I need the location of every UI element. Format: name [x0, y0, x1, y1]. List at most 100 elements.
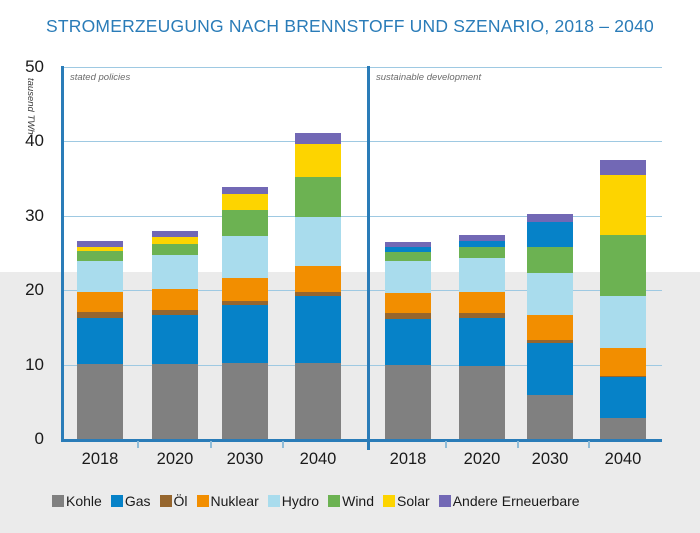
- bar-segment-hydro: [527, 273, 573, 315]
- x-axis-tick-3: [367, 441, 370, 450]
- bar-segment-solar: [77, 246, 123, 252]
- bar-segment-kohle: [600, 417, 646, 440]
- bar-segment-wind: [600, 234, 646, 296]
- bar-segment-hydro: [152, 255, 198, 289]
- bar-segment-wind: [459, 246, 505, 259]
- bar-segment--l: [385, 312, 431, 319]
- bar-segment-andere-erneuerbare: [77, 241, 123, 247]
- x-axis-tick-5: [517, 441, 519, 448]
- bar-segment-hydro: [77, 260, 123, 292]
- legend-item-andere-erneuerbare[interactable]: Andere Erneuerbare: [438, 493, 580, 509]
- bar-2030-stated-policies[interactable]: [222, 187, 268, 440]
- legend-label: Wind: [342, 493, 375, 509]
- bar-segment-nuklear: [152, 288, 198, 310]
- bar-segment-andere-erneuerbare: [459, 234, 505, 242]
- x-label-2018-right: 2018: [389, 450, 427, 468]
- legend-label: Kohle: [66, 493, 102, 509]
- legend-label: Hydro: [281, 493, 320, 509]
- bar-segment-solar: [222, 194, 268, 211]
- bar-segment-solar: [295, 143, 341, 177]
- bar-segment-wind: [222, 210, 268, 237]
- y-tick-30: 30: [25, 205, 44, 225]
- bar-segment-gas: [222, 305, 268, 364]
- bar-2018-stated-policies[interactable]: [77, 241, 123, 440]
- legend-swatch-icon: [196, 495, 209, 507]
- bar-segment-wind: [527, 247, 573, 274]
- bar-segment-kohle: [459, 365, 505, 440]
- legend-swatch-icon: [52, 495, 64, 507]
- x-label-2020-right: 2020: [463, 450, 501, 468]
- bar-segment-nuklear: [527, 314, 573, 341]
- bar-2040-stated-policies[interactable]: [295, 132, 341, 440]
- legend-swatch-icon: [267, 495, 280, 507]
- bar-segment-gas: [295, 295, 341, 364]
- gridline-50: [62, 67, 662, 68]
- bar-segment-andere-erneuerbare: [527, 213, 573, 222]
- legend-item-kohle[interactable]: Kohle: [52, 494, 102, 509]
- x-axis-tick-4: [445, 441, 447, 448]
- bar-segment-andere-erneuerbare: [600, 160, 646, 176]
- bar-segment-solar-blau-dargestellt-: [527, 222, 573, 248]
- legend-item-solar[interactable]: Solar: [383, 494, 430, 509]
- x-axis-tick-2: [282, 441, 284, 448]
- bar-segment-wind: [295, 176, 341, 217]
- legend-item-wind[interactable]: Wind: [328, 494, 374, 509]
- bar-series-area: [62, 68, 662, 440]
- bar-2020-stated-policies[interactable]: [152, 230, 198, 440]
- bar-segment-nuklear: [600, 347, 646, 376]
- gridline-30: [62, 215, 662, 217]
- bar-segment-gas: [527, 343, 573, 396]
- bar-segment-kohle: [527, 395, 573, 440]
- legend-label: Gas: [124, 493, 151, 509]
- bar-segment-andere-erneuerbare: [222, 187, 268, 195]
- legend-label: Andere Erneuerbare: [452, 493, 580, 509]
- bar-segment-hydro: [600, 295, 646, 348]
- chart-legend: Kohle Gas Öl Nuklear Hydro Wind Solar Andere Er…: [52, 494, 589, 509]
- bar-segment-gas: [152, 314, 198, 365]
- legend-label: Öl: [173, 493, 188, 509]
- legend-item--l[interactable]: Öl: [159, 493, 188, 509]
- x-label-2030-left: 2030: [226, 450, 264, 468]
- bar-segment-hydro: [459, 258, 505, 292]
- legend-item-nuklear[interactable]: Nuklear: [196, 494, 259, 509]
- y-tick-50: 50: [25, 57, 44, 76]
- bar-segment-gas: [77, 317, 123, 365]
- panel-caption-stated-policies: stated policies: [70, 72, 131, 83]
- bar-segment-kohle: [152, 364, 198, 440]
- bar-2040-sustainable-development[interactable]: [600, 160, 646, 440]
- y-tick-10: 10: [25, 354, 44, 374]
- bar-segment-gas: [385, 318, 431, 365]
- legend-swatch-icon: [110, 495, 123, 507]
- x-label-2020-left: 2020: [156, 450, 194, 468]
- x-label-2040-right: 2040: [604, 450, 642, 468]
- bar-2020-sustainable-development[interactable]: [459, 234, 505, 440]
- bar-segment--l: [600, 376, 646, 378]
- bar-2030-sustainable-development[interactable]: [527, 213, 573, 440]
- panel-divider: [367, 66, 370, 442]
- bar-segment--l: [222, 300, 268, 306]
- legend-item-hydro[interactable]: Hydro: [267, 493, 320, 509]
- bar-segment-andere-erneuerbare: [152, 230, 198, 237]
- legend-swatch-icon: [328, 495, 341, 507]
- bar-segment-gas: [600, 377, 646, 418]
- bar-segment-wind: [152, 243, 198, 256]
- bar-segment-hydro: [385, 261, 431, 293]
- x-axis-tick-6: [588, 441, 590, 448]
- legend-swatch-icon: [438, 495, 451, 507]
- bar-2018-sustainable-development[interactable]: [385, 242, 431, 440]
- legend-item-gas[interactable]: Gas: [110, 493, 151, 509]
- bar-segment-nuklear: [222, 277, 268, 301]
- panel-caption-sustainable-development: sustainable development: [376, 72, 482, 83]
- bar-segment--l: [459, 312, 505, 318]
- bar-segment-hydro: [222, 236, 268, 278]
- x-label-2030-right: 2030: [531, 450, 569, 468]
- bar-segment-solar: [600, 175, 646, 235]
- bar-segment-nuklear: [459, 291, 505, 313]
- legend-label: Solar: [397, 493, 430, 509]
- y-axis-line: [61, 66, 64, 442]
- bar-segment-solar-blau-dargestellt-: [459, 241, 505, 247]
- gridline-40: [62, 141, 662, 143]
- bar-segment--l: [527, 340, 573, 344]
- bar-segment-andere-erneuerbare: [385, 242, 431, 248]
- bar-segment-andere-erneuerbare: [295, 132, 341, 144]
